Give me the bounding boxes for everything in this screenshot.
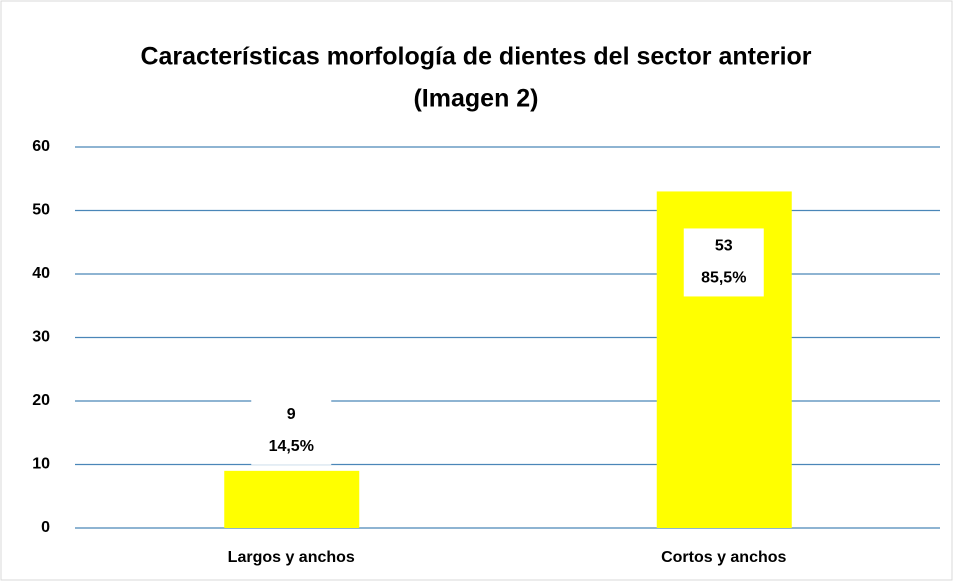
data-label: 85,5% xyxy=(701,270,746,287)
chart-title: (Imagen 2) xyxy=(413,85,538,113)
y-tick-label: 20 xyxy=(32,392,50,409)
data-label-box xyxy=(251,396,332,465)
data-label: 14,5% xyxy=(269,438,314,455)
bar xyxy=(224,470,360,528)
y-tick-label: 30 xyxy=(32,329,50,346)
data-label-box xyxy=(683,228,764,297)
x-tick-label: Largos y anchos xyxy=(228,549,355,566)
y-tick-label: 0 xyxy=(41,519,50,536)
y-tick-label: 10 xyxy=(32,456,50,473)
data-label: 9 xyxy=(287,406,296,423)
y-tick-label: 40 xyxy=(32,265,50,282)
chart-title: Características morfología de dientes de… xyxy=(140,43,811,71)
y-tick-label: 60 xyxy=(32,138,50,155)
x-tick-label: Cortos y anchos xyxy=(661,549,786,566)
y-tick-label: 50 xyxy=(32,202,50,219)
data-label: 53 xyxy=(715,238,733,255)
